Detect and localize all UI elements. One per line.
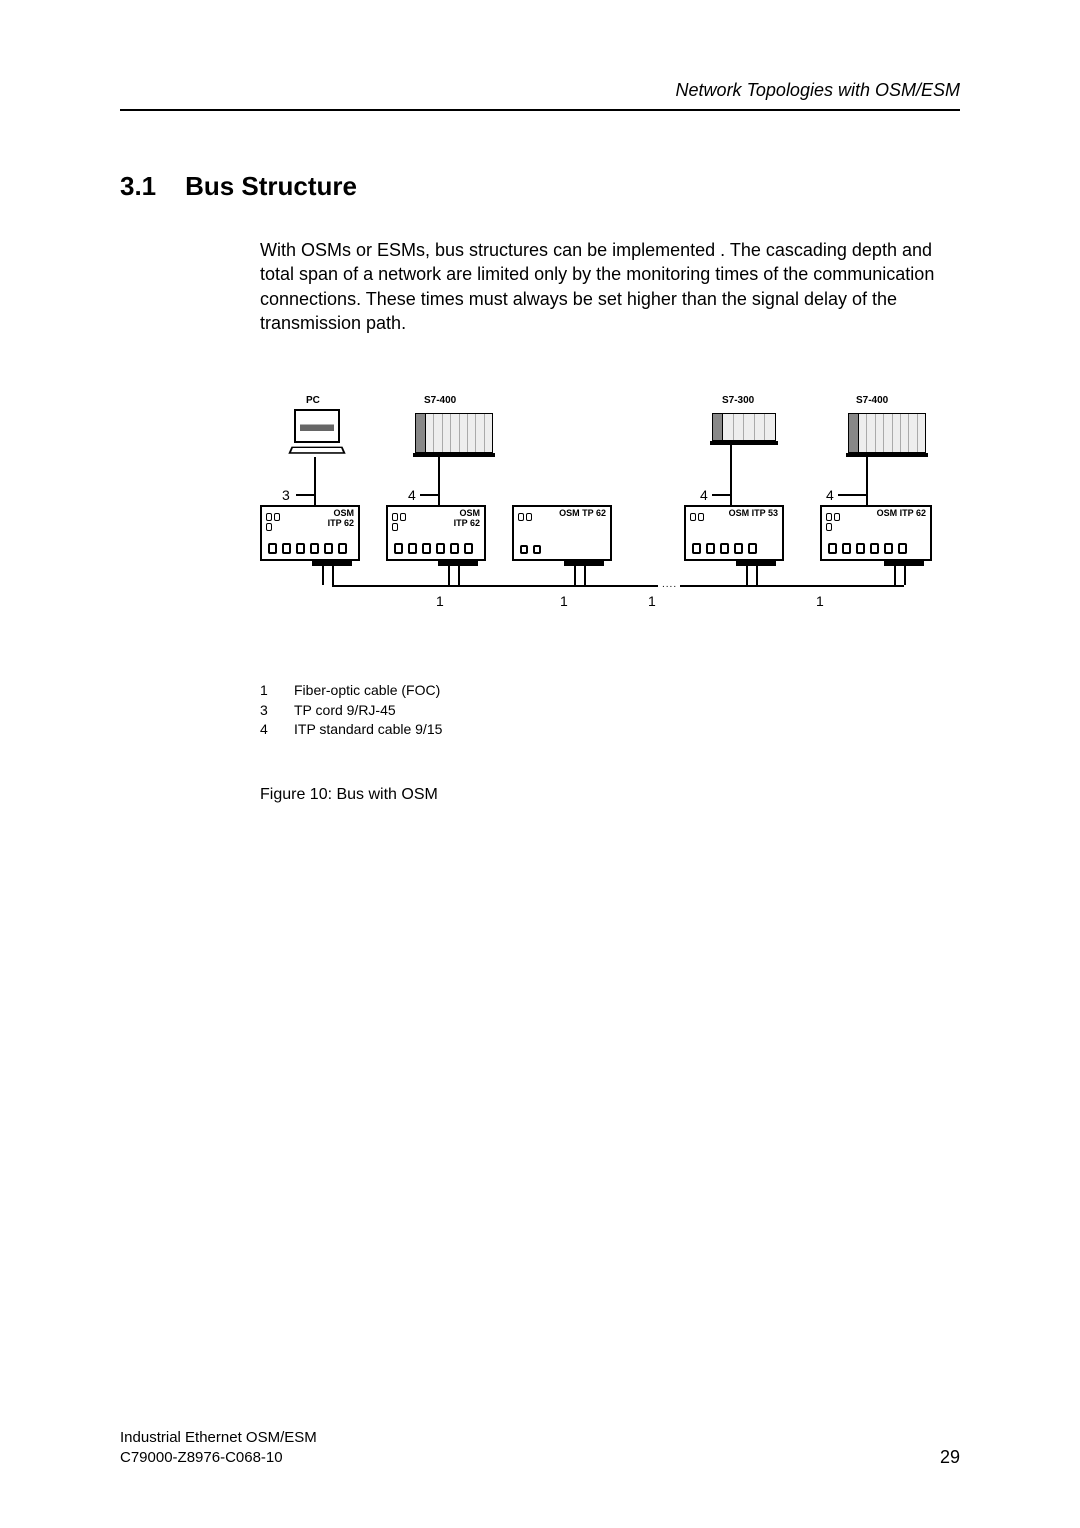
bus-ref-label: 1 <box>436 593 444 609</box>
footer-line1: Industrial Ethernet OSM/ESM <box>120 1428 317 1448</box>
bus-diagram: PC S7-400 S7-300 S7-400 3 4 4 4 OSMITP 62 OSMITP … <box>260 395 960 655</box>
legend-val: Fiber-optic cable (FOC) <box>294 681 440 701</box>
plc-icon <box>848 413 926 453</box>
legend-key: 3 <box>260 701 272 721</box>
legend-val: TP cord 9/RJ-45 <box>294 701 396 721</box>
section-title: Bus Structure <box>185 171 357 201</box>
osm-box: OSM ITP 62 <box>820 505 932 561</box>
bus-ref-label: 1 <box>648 593 656 609</box>
osm-box: OSM ITP 53 <box>684 505 784 561</box>
plc-icon <box>712 413 776 441</box>
legend-key: 4 <box>260 720 272 740</box>
page-footer: Industrial Ethernet OSM/ESM C79000-Z8976… <box>120 1428 960 1469</box>
cable-ref-label: 4 <box>826 487 834 503</box>
bus-ref-label: 1 <box>560 593 568 609</box>
cable-ref-label: 4 <box>408 487 416 503</box>
running-head: Network Topologies with OSM/ESM <box>120 80 960 111</box>
device-label: S7-400 <box>424 395 456 406</box>
legend-row: 3 TP cord 9/RJ-45 <box>260 701 940 721</box>
legend-row: 4 ITP standard cable 9/15 <box>260 720 940 740</box>
figure-caption: Figure 10: Bus with OSM <box>260 786 940 804</box>
legend-row: 1 Fiber-optic cable (FOC) <box>260 681 940 701</box>
osm-box: OSMITP 62 <box>386 505 486 561</box>
footer-line2: C79000-Z8976-C068-10 <box>120 1448 317 1468</box>
legend-val: ITP standard cable 9/15 <box>294 720 442 740</box>
bus-ref-label: 1 <box>816 593 824 609</box>
plc-icon <box>415 413 493 453</box>
section-heading: 3.1 Bus Structure <box>120 171 960 202</box>
device-label: S7-400 <box>856 395 888 406</box>
page-number: 29 <box>940 1447 960 1468</box>
osm-box: OSMITP 62 <box>260 505 360 561</box>
device-label: PC <box>306 395 320 406</box>
ellipsis: .... <box>662 579 677 590</box>
section-number: 3.1 <box>120 171 156 201</box>
device-label: S7-300 <box>722 395 754 406</box>
body-paragraph: With OSMs or ESMs, bus structures can be… <box>260 238 940 335</box>
cable-ref-label: 3 <box>282 487 290 503</box>
osm-box: OSM TP 62 <box>512 505 612 561</box>
legend-key: 1 <box>260 681 272 701</box>
pc-icon <box>290 409 344 455</box>
cable-ref-label: 4 <box>700 487 708 503</box>
figure-legend: 1 Fiber-optic cable (FOC) 3 TP cord 9/RJ-45… <box>260 681 940 740</box>
